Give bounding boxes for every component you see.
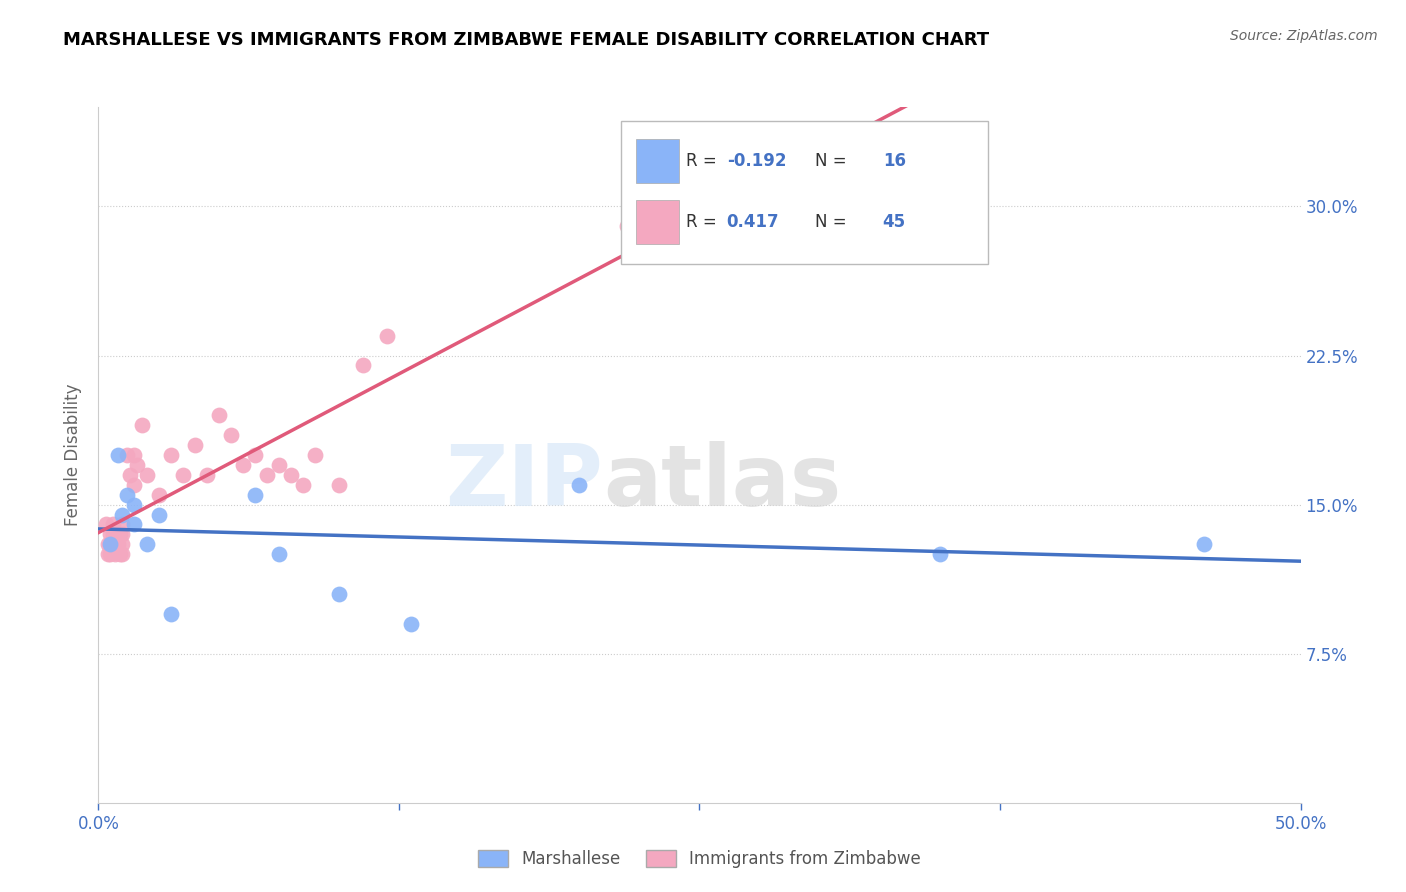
- Text: atlas: atlas: [603, 442, 842, 524]
- Point: [107, 527, 129, 541]
- Point: [148, 508, 170, 522]
- FancyBboxPatch shape: [621, 121, 988, 263]
- Point: [100, 537, 122, 551]
- Point: [135, 537, 157, 551]
- Point: [117, 448, 139, 462]
- Legend: Marshallese, Immigrants from Zimbabwe: Marshallese, Immigrants from Zimbabwe: [471, 843, 928, 874]
- Point: [148, 488, 170, 502]
- Point: [111, 527, 134, 541]
- Point: [111, 547, 134, 561]
- Point: [399, 616, 422, 631]
- Point: [219, 428, 242, 442]
- Text: 16: 16: [883, 152, 905, 170]
- Point: [135, 467, 157, 482]
- Point: [183, 438, 205, 452]
- Point: [232, 458, 254, 472]
- Point: [100, 537, 122, 551]
- Point: [111, 517, 134, 532]
- Point: [243, 488, 266, 502]
- Text: -0.192: -0.192: [727, 152, 786, 170]
- Point: [195, 467, 218, 482]
- Point: [267, 547, 290, 561]
- Text: N =: N =: [815, 152, 852, 170]
- Text: ZIP: ZIP: [446, 442, 603, 524]
- Text: MARSHALLESE VS IMMIGRANTS FROM ZIMBABWE FEMALE DISABILITY CORRELATION CHART: MARSHALLESE VS IMMIGRANTS FROM ZIMBABWE …: [63, 31, 990, 49]
- Text: Source: ZipAtlas.com: Source: ZipAtlas.com: [1230, 29, 1378, 43]
- Point: [100, 547, 122, 561]
- Point: [104, 527, 127, 541]
- Point: [118, 467, 141, 482]
- Point: [94, 517, 117, 532]
- Text: 45: 45: [883, 213, 905, 231]
- Point: [124, 498, 146, 512]
- Point: [291, 477, 314, 491]
- Point: [108, 527, 131, 541]
- Y-axis label: Female Disability: Female Disability: [65, 384, 83, 526]
- Point: [159, 607, 181, 621]
- Point: [375, 328, 398, 343]
- Bar: [637, 139, 679, 183]
- Point: [172, 467, 194, 482]
- Point: [1194, 537, 1216, 551]
- Point: [208, 408, 231, 422]
- Point: [101, 517, 124, 532]
- Point: [124, 448, 146, 462]
- Text: R =: R =: [686, 152, 721, 170]
- Point: [243, 448, 266, 462]
- Point: [328, 587, 350, 601]
- Point: [304, 448, 326, 462]
- Point: [124, 477, 146, 491]
- Point: [100, 527, 122, 541]
- Point: [568, 477, 591, 491]
- Point: [117, 488, 139, 502]
- Point: [280, 467, 302, 482]
- Text: 0.417: 0.417: [727, 213, 779, 231]
- Point: [328, 477, 350, 491]
- Point: [108, 547, 131, 561]
- Point: [101, 527, 124, 541]
- Point: [104, 537, 127, 551]
- Point: [104, 547, 127, 561]
- Point: [97, 547, 120, 561]
- Point: [928, 547, 950, 561]
- Point: [159, 448, 181, 462]
- Point: [97, 537, 120, 551]
- Point: [124, 517, 146, 532]
- Point: [352, 359, 374, 373]
- Point: [111, 508, 134, 522]
- Bar: [637, 201, 679, 244]
- Point: [107, 448, 129, 462]
- Point: [267, 458, 290, 472]
- Point: [131, 418, 153, 433]
- Point: [107, 537, 129, 551]
- Point: [111, 537, 134, 551]
- Point: [616, 219, 638, 234]
- Point: [256, 467, 278, 482]
- Text: R =: R =: [686, 213, 721, 231]
- Text: N =: N =: [815, 213, 852, 231]
- Point: [125, 458, 148, 472]
- Point: [101, 537, 124, 551]
